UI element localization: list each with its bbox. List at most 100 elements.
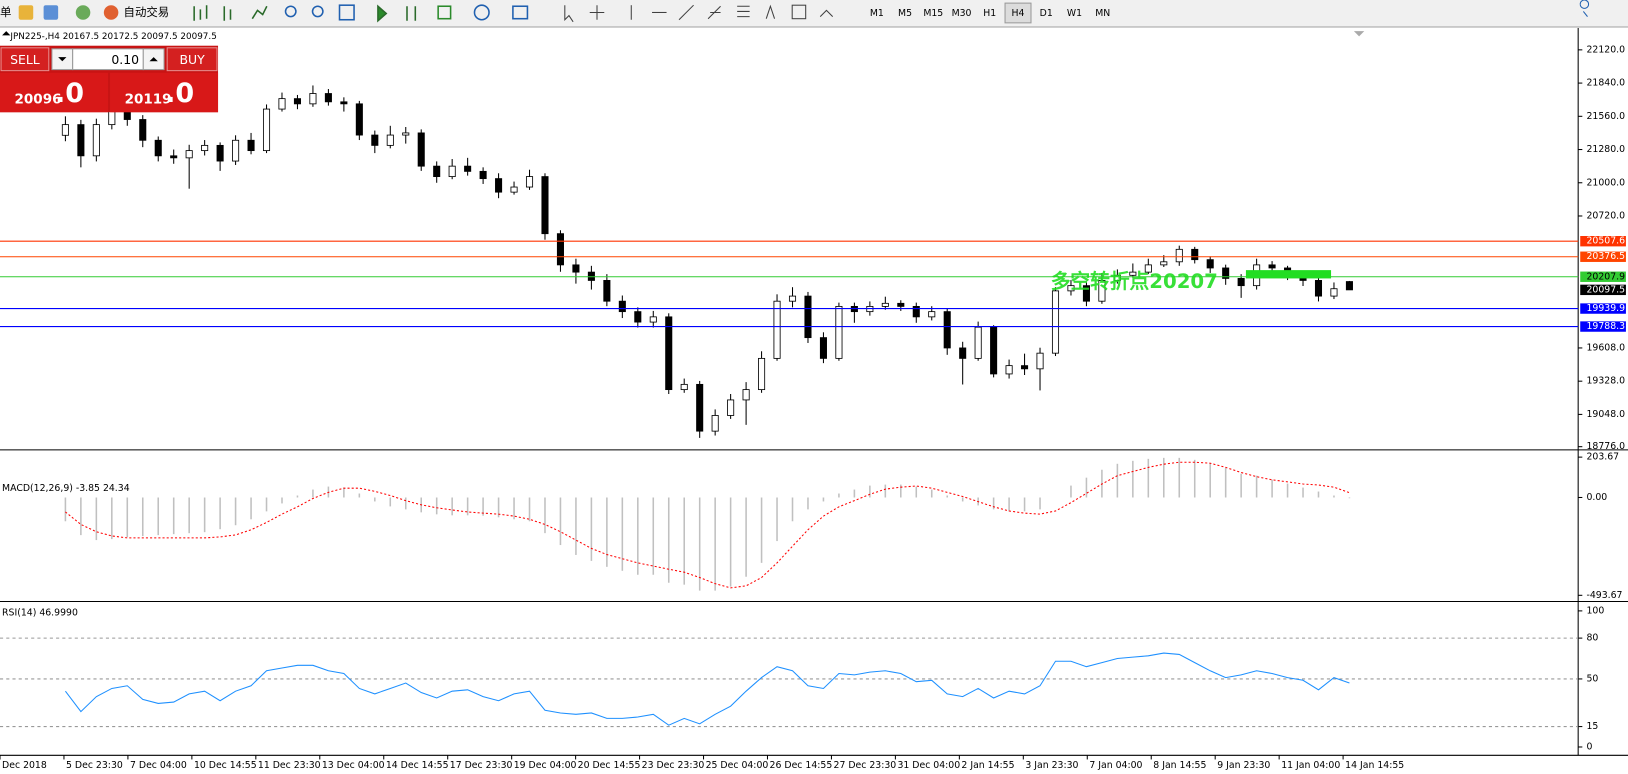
autotrade-button[interactable]: 自动交易 [124,5,170,19]
x-tick-label: 20 Dec 14:55 [578,760,641,771]
candle-body [1051,290,1060,354]
price-level-label: 19939.9 [1586,303,1625,314]
buy-button[interactable] [166,47,218,72]
candle-body [556,233,564,266]
label-tool[interactable] [791,4,807,20]
buy-price[interactable]: 20119 [125,92,172,108]
trendline-tool[interactable] [678,4,694,21]
candle-body [1067,285,1075,292]
y-tick-label: 50 [1586,673,1598,684]
bar-chart-icon[interactable] [193,5,208,21]
zoom-out-icon[interactable] [311,5,324,18]
candle-body [804,295,812,339]
timeframe-button[interactable]: M30 [952,8,972,19]
candle-body [1021,365,1029,370]
indicators-icon[interactable] [437,5,452,20]
icon[interactable] [43,5,59,20]
y-tick-label: 21280.0 [1586,144,1625,155]
zoom-in-icon[interactable] [284,5,297,18]
candle-body [618,300,626,313]
candle-body [1160,261,1168,266]
candle-body [293,98,301,105]
candle-icon[interactable] [223,6,232,21]
buy-price-box[interactable] [110,72,219,113]
lot-value[interactable]: 0.10 [111,52,139,67]
timeframe-button[interactable]: MN [1095,8,1110,19]
candle-body [402,132,410,136]
price-level-tag [1580,303,1626,314]
buy-label[interactable]: BUY [179,52,205,67]
periods-icon[interactable] [473,4,490,21]
x-tick-label: 7 Dec 04:00 [130,760,187,771]
y-tick-label: 203.67 [1586,452,1619,463]
search-icon[interactable] [1579,0,1590,17]
candle-body [541,176,549,235]
y-tick-label: 21560.0 [1586,111,1625,122]
shift-icon[interactable] [406,6,417,21]
sell-price-box[interactable] [0,72,108,113]
fibo-tool[interactable] [737,5,750,18]
candle-body [216,144,224,162]
sell-price-fraction[interactable]: .0 [55,78,84,109]
timeframe-button[interactable]: M5 [898,8,912,19]
arrows-tool[interactable] [819,9,834,17]
sell-price[interactable]: 20096 [15,92,62,108]
candle-body [170,155,178,159]
timeframe-button[interactable]: H1 [983,8,996,19]
icon[interactable] [75,5,91,20]
timeframe-button[interactable]: H4 [1012,8,1025,19]
macd-pane: MACD(12,26,9) -3.85 24.34 203.67 0.00 -493.… [2,452,1622,601]
x-tick-label: 5 Dec 23:30 [66,760,123,771]
scroll-icon[interactable] [377,4,388,23]
timeframes: M1 M5 M15 M30 H1 H4 D1 W1 MN [870,2,1110,24]
x-tick-label: 17 Dec 23:30 [450,760,513,771]
candle-body [665,316,673,391]
header-arrow [2,31,11,36]
candle-body [881,302,889,307]
tile-icon[interactable] [338,4,355,21]
timeframe-button[interactable]: M1 [870,8,884,19]
candle-body [711,415,719,432]
candle-body [340,101,348,105]
candle-body [1082,285,1090,302]
timeframe-button[interactable]: M15 [923,8,943,19]
current-price-label: 20097.5 [1586,284,1625,295]
price-level-label: 20507.6 [1586,236,1625,247]
candle-body [1314,280,1323,297]
sell-label[interactable]: SELL [10,52,40,67]
templates-icon[interactable] [512,5,529,20]
candle-body [696,383,704,432]
timeframe-button[interactable]: D1 [1040,8,1053,19]
candle-body [448,165,456,178]
timeframe-button[interactable]: W1 [1067,8,1082,19]
icon[interactable] [18,5,34,20]
cursor-tool[interactable] [564,5,574,23]
candle-body [603,280,611,302]
candle-body [758,357,766,391]
candle-body [371,134,379,146]
down-arrow [58,57,67,62]
sell-button[interactable] [0,47,50,72]
one-click-trading: SELL 0.10 BUY 20096 .0 20119 .0 [0,45,219,113]
candle-body [495,178,503,193]
y-tick-label: -493.67 [1586,590,1622,601]
chart-area [0,28,1628,774]
autotrade-icon[interactable] [103,5,119,20]
crosshair-tool[interactable] [589,5,605,20]
candle-body [92,124,100,157]
text-tool[interactable] [765,4,776,19]
buy-price-fraction[interactable]: .0 [165,78,194,109]
x-tick-label: 26 Dec 14:55 [770,760,833,771]
candle-body [1113,274,1121,281]
candle-body [773,300,781,359]
candle-body [232,139,240,162]
channel-tool[interactable] [707,5,721,20]
candle-body [897,302,905,307]
current-price-tag [1580,284,1626,296]
toolbar-icons [193,4,529,23]
candle-body [479,170,487,180]
y-tick-label: 19048.0 [1586,409,1625,420]
price-level-tag [1580,321,1626,332]
candle-body [201,144,209,152]
line-chart-icon[interactable] [251,5,268,20]
